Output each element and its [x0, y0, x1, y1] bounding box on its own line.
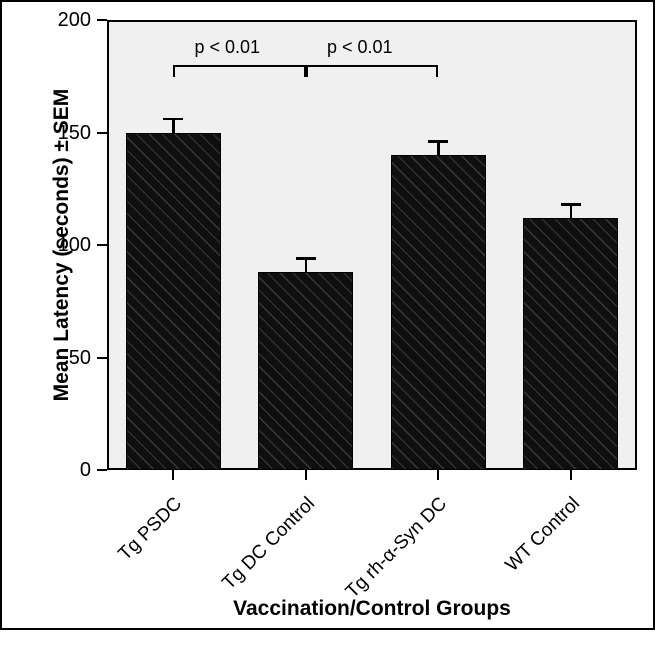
y-tick	[97, 469, 107, 471]
x-tick-label: Tg PSDC	[30, 493, 187, 650]
error-cap	[561, 203, 581, 206]
y-tick	[97, 19, 107, 21]
error-cap	[163, 118, 183, 121]
error-bar	[437, 142, 440, 156]
bracket-horizontal	[173, 65, 306, 67]
y-tick	[97, 357, 107, 359]
error-cap	[296, 257, 316, 260]
error-bar	[570, 205, 573, 219]
p-value-label: p < 0.01	[327, 37, 393, 58]
y-tick-label: 50	[69, 347, 91, 370]
bracket-drop-left	[173, 65, 175, 77]
bracket-drop-left	[306, 65, 308, 77]
y-tick-label: 100	[58, 234, 91, 257]
y-tick-label: 200	[58, 9, 91, 32]
x-tick-label: Tg DC Control	[163, 493, 320, 650]
bracket-horizontal	[306, 65, 439, 67]
x-tick	[437, 470, 439, 480]
p-value-label: p < 0.01	[195, 37, 261, 58]
x-tick	[172, 470, 174, 480]
x-tick-label: Tg rh-α-Syn DC	[295, 493, 452, 650]
bar	[391, 155, 486, 470]
y-tick-label: 0	[80, 459, 91, 482]
bar	[523, 218, 618, 470]
bar	[126, 133, 221, 471]
error-bar	[305, 259, 308, 273]
x-tick-label: WT Control	[428, 493, 585, 650]
x-tick	[570, 470, 572, 480]
figure-frame: Mean Latency (seconds) ± SEM Vaccination…	[0, 0, 655, 630]
y-tick	[97, 244, 107, 246]
y-tick	[97, 132, 107, 134]
error-cap	[428, 140, 448, 143]
x-tick	[305, 470, 307, 480]
y-tick-label: 150	[58, 122, 91, 145]
bar	[258, 272, 353, 470]
error-bar	[172, 119, 175, 133]
bracket-drop-right	[436, 65, 438, 77]
